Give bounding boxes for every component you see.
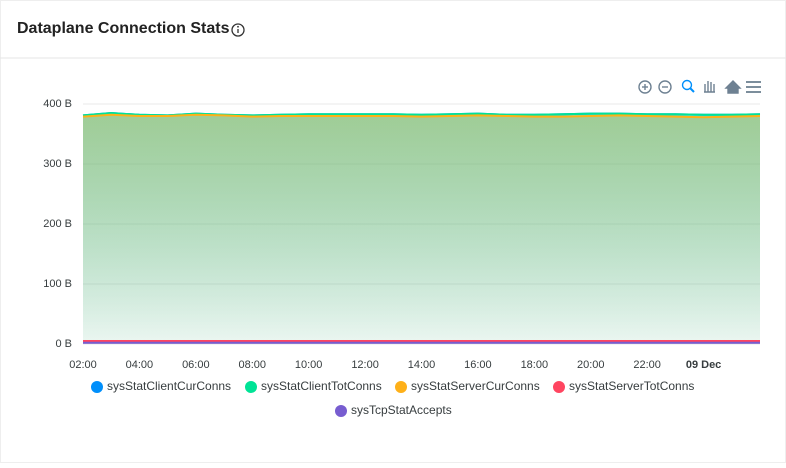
x-tick-label: 08:00 (238, 359, 266, 371)
info-icon[interactable] (231, 23, 245, 37)
toolbar (638, 79, 761, 94)
pan-button[interactable] (704, 81, 715, 93)
x-tick-label: 22:00 (633, 359, 661, 371)
legend-label: sysTcpStatAccepts (351, 403, 452, 417)
legend-marker (335, 405, 347, 417)
x-tick-label: 12:00 (351, 359, 379, 371)
x-tick-label: 20:00 (577, 359, 605, 371)
card-title: Dataplane Connection Stats (17, 20, 230, 37)
reset-button[interactable] (724, 80, 742, 94)
zoom-out-button[interactable] (658, 80, 672, 94)
y-tick-label: 200 B (43, 218, 72, 230)
y-tick-label: 400 B (43, 98, 72, 110)
x-tick-label: 14:00 (408, 359, 436, 371)
y-tick-label: 300 B (43, 158, 72, 170)
series-line (82, 113, 761, 119)
y-tick-label: 100 B (43, 278, 72, 290)
y-tick-label: 0 B (55, 338, 72, 350)
x-tick-label: 18:00 (521, 359, 549, 371)
legend-marker (245, 381, 257, 393)
legend-label: sysStatClientTotConns (261, 379, 382, 393)
legend-marker (553, 381, 565, 393)
zoom-in-button[interactable] (638, 80, 652, 94)
x-tick-label: 06:00 (182, 359, 210, 371)
x-tick-label: 02:00 (69, 359, 97, 371)
legend-label: sysStatServerTotConns (569, 379, 694, 393)
series-line (82, 111, 761, 117)
selection-zoom-button[interactable] (681, 79, 695, 93)
legend-marker (395, 381, 407, 393)
x-tick-label: 16:00 (464, 359, 492, 371)
series-area (83, 114, 760, 344)
legend-marker (91, 381, 103, 393)
x-tick-label: 09 Dec (686, 359, 721, 371)
legend-label: sysStatServerCurConns (411, 379, 540, 393)
x-tick-label: 04:00 (126, 359, 154, 371)
x-tick-label: 10:00 (295, 359, 323, 371)
legend-label: sysStatClientCurConns (107, 379, 231, 393)
menu-button[interactable] (746, 81, 761, 93)
